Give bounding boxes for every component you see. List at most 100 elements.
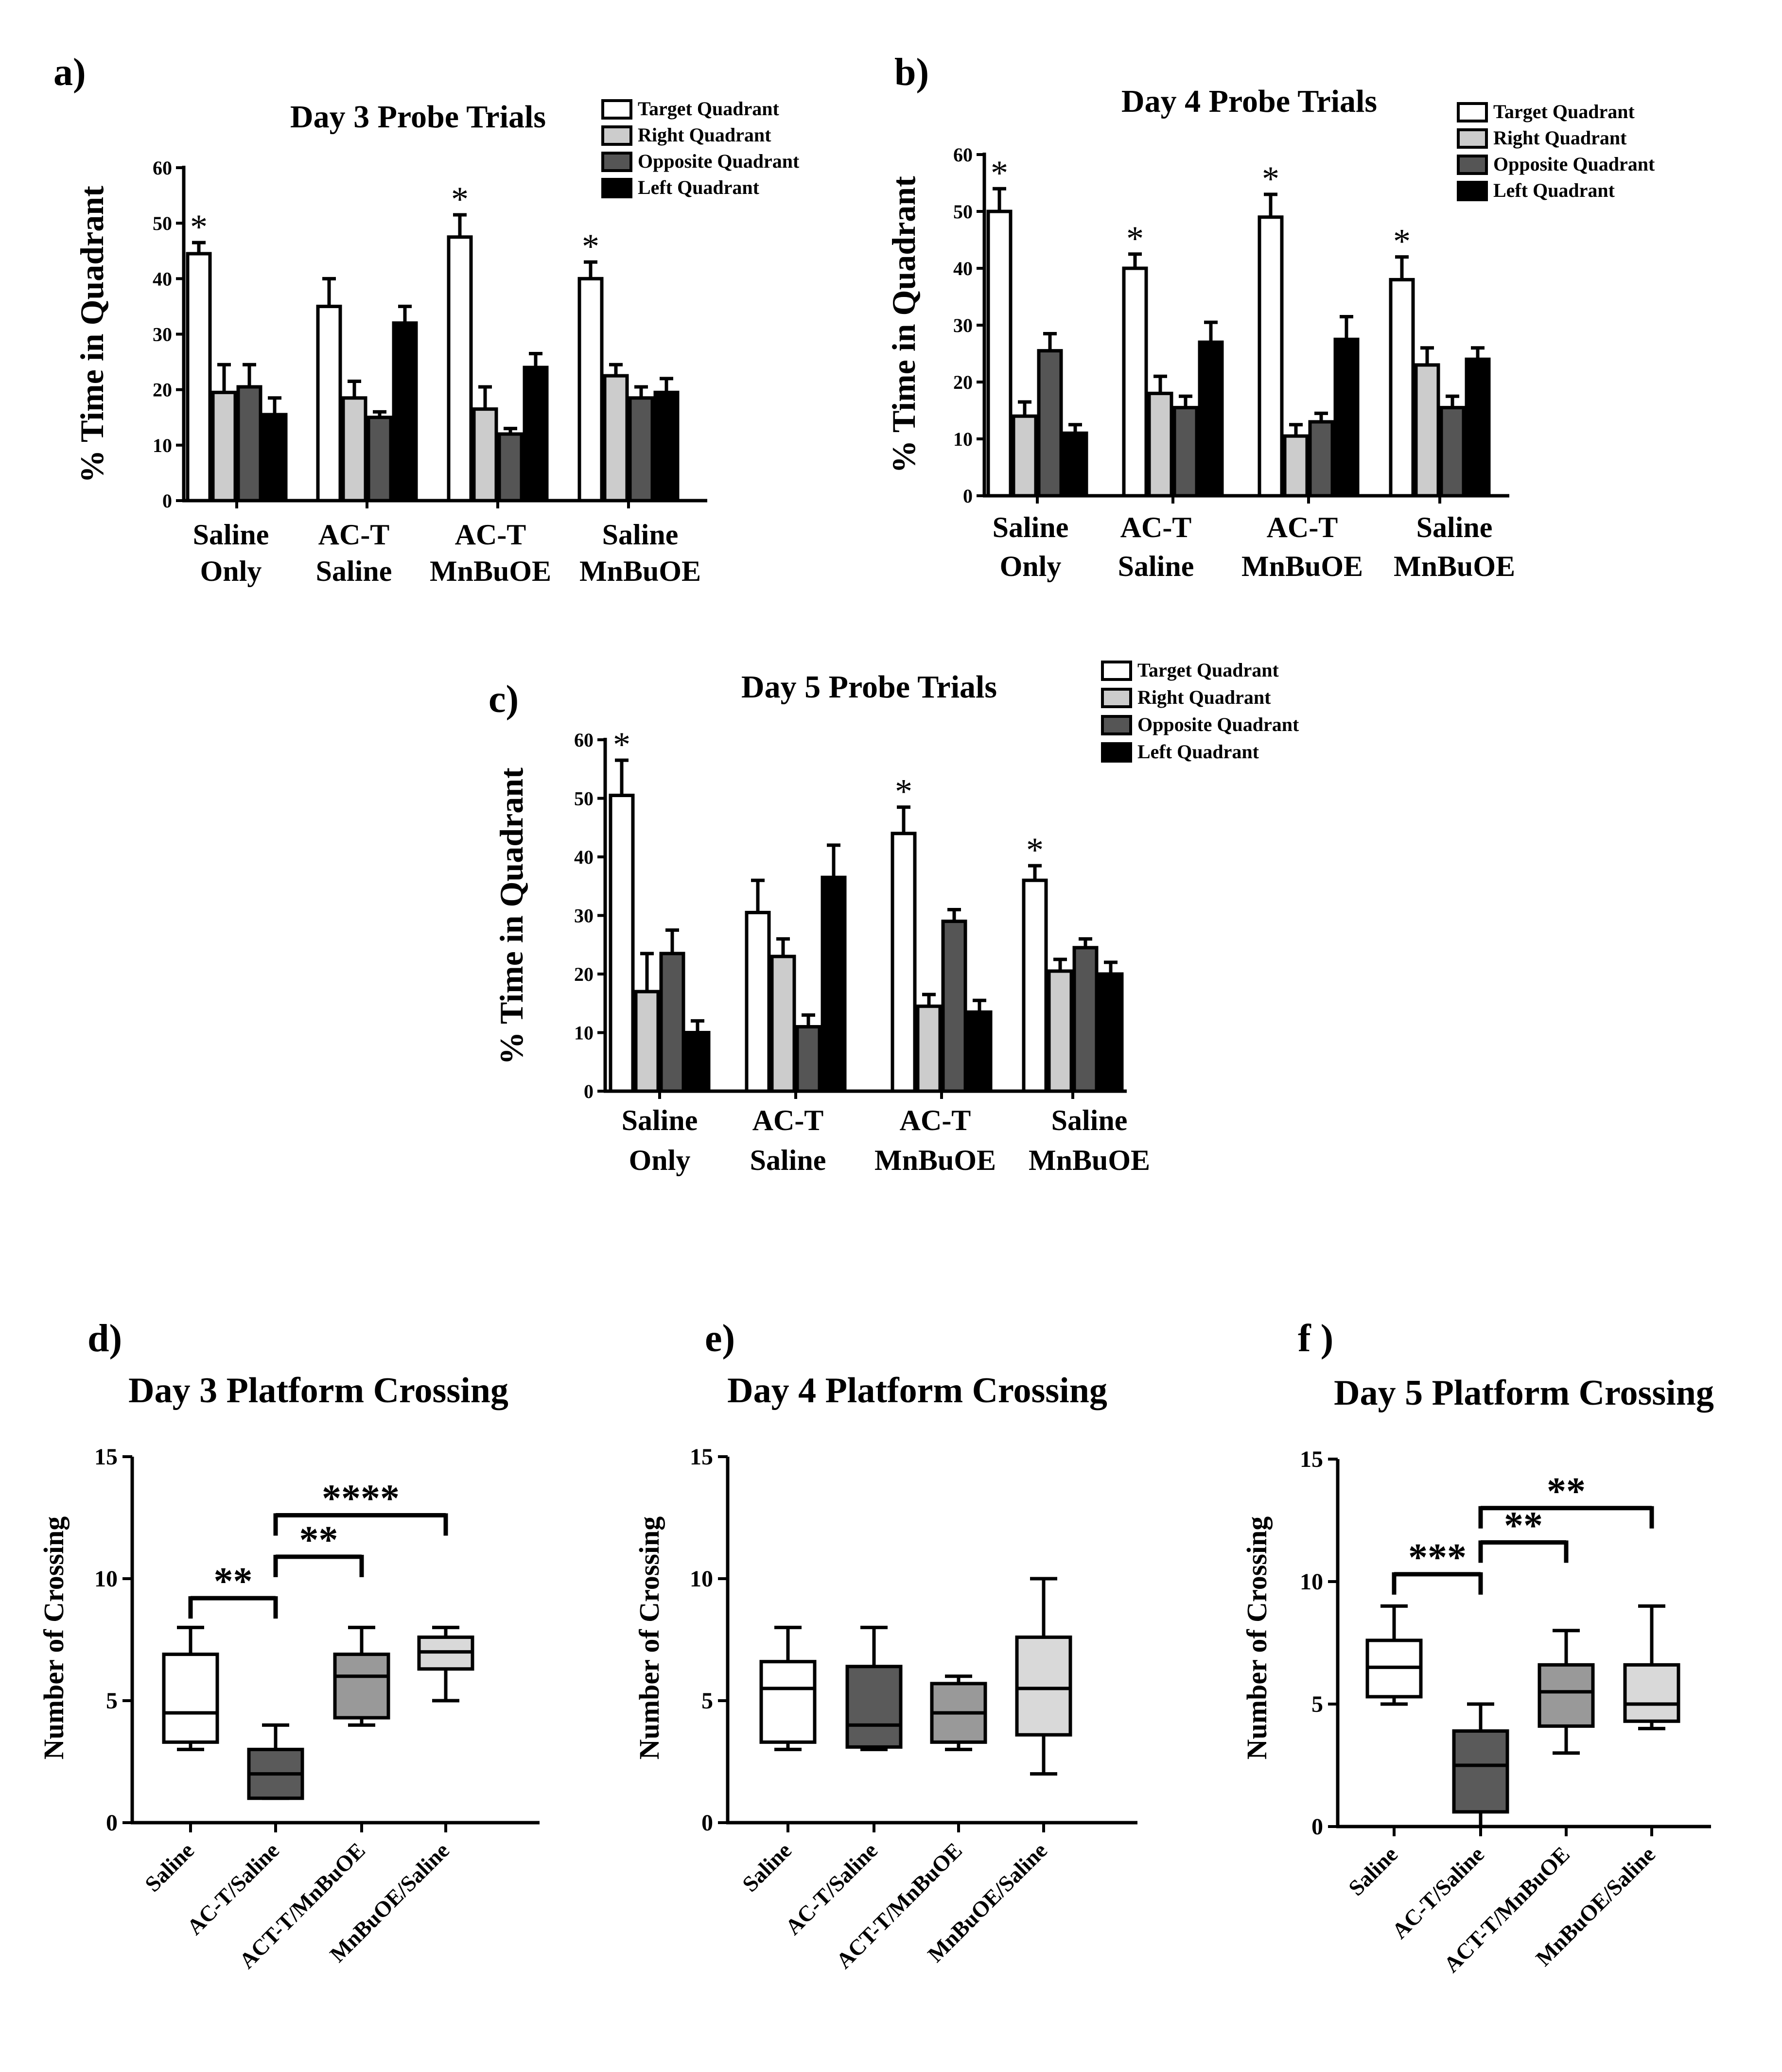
category-label: Saline — [602, 519, 679, 551]
box — [1537, 1663, 1595, 1728]
y-axis-label: Number of Crossing — [633, 1516, 665, 1760]
y-tick-label: 15 — [1300, 1446, 1323, 1472]
bar — [1283, 434, 1309, 498]
category-label: Only — [200, 555, 262, 587]
y-tick-label: 50 — [953, 201, 973, 223]
category-label: Saline — [140, 1838, 199, 1897]
bar — [745, 910, 771, 1093]
bar — [891, 832, 917, 1093]
legend-swatch — [601, 125, 632, 146]
category-label: MnBuOE — [1029, 1144, 1150, 1176]
y-tick-label: 40 — [574, 846, 594, 868]
category-label: AC-T — [1267, 511, 1338, 543]
bar — [1465, 357, 1491, 498]
bar — [1308, 420, 1334, 498]
panel-letter: e) — [705, 1317, 735, 1360]
y-tick-label: 0 — [106, 1810, 118, 1836]
bar — [1389, 278, 1415, 498]
bar — [341, 396, 367, 503]
significance-label: **** — [322, 1477, 400, 1520]
bar — [1047, 969, 1073, 1093]
y-tick-label: 60 — [153, 157, 172, 179]
bar — [392, 321, 418, 503]
bar — [941, 920, 967, 1093]
y-tick-label: 10 — [94, 1566, 118, 1592]
significance-label: ** — [299, 1519, 338, 1562]
significance-label: ** — [214, 1560, 253, 1603]
bar — [186, 252, 212, 503]
bar — [1037, 349, 1063, 498]
bar — [634, 990, 660, 1093]
significance-star: * — [451, 180, 469, 219]
y-axis-label: % Time in Quadrant — [885, 176, 922, 473]
y-tick-label: 10 — [690, 1566, 713, 1592]
category-label: AC-T — [1120, 511, 1192, 543]
y-tick-label: 30 — [574, 905, 594, 927]
legend-label: Target Quadrant — [1137, 659, 1279, 681]
panel-letter: c) — [489, 678, 519, 721]
y-tick-label: 10 — [574, 1022, 594, 1044]
box — [333, 1653, 390, 1720]
bar-chart-0: a) Day 3 Probe Trials % Time in Quadrant 0 1… — [53, 51, 800, 587]
category-label: Saline — [1051, 1104, 1128, 1136]
bar — [1062, 431, 1088, 498]
significance-label: *** — [1408, 1536, 1467, 1579]
bar — [1439, 406, 1466, 498]
category-label: Saline — [993, 511, 1069, 543]
y-tick-label: 10 — [1300, 1569, 1323, 1595]
category-label: Only — [629, 1144, 691, 1176]
legend-swatch — [1101, 715, 1132, 735]
significance-star: * — [1126, 219, 1144, 258]
bar — [603, 374, 629, 503]
bar — [1122, 266, 1148, 498]
legend-label: Left Quadrant — [1137, 741, 1259, 763]
bar — [523, 366, 549, 503]
category-label: Saline — [622, 1104, 698, 1136]
legend-label: Left Quadrant — [638, 176, 760, 198]
category-label: Saline — [750, 1144, 826, 1176]
category-label: AC-T — [455, 519, 526, 551]
bar — [262, 413, 288, 503]
bar — [653, 390, 680, 503]
category-label: MnBuOE — [1241, 550, 1363, 582]
legend-swatch — [1101, 688, 1132, 708]
box — [1452, 1729, 1509, 1814]
bar — [497, 432, 524, 503]
y-tick-label: 40 — [153, 268, 172, 290]
y-tick-label: 20 — [953, 371, 973, 393]
y-tick-label: 5 — [701, 1688, 713, 1714]
bar — [367, 416, 393, 503]
y-axis-label: % Time in Quadrant — [73, 186, 110, 483]
y-tick-label: 30 — [953, 314, 973, 336]
legend-label: Target Quadrant — [1493, 101, 1635, 122]
legend-label: Right Quadrant — [638, 124, 771, 146]
box — [1015, 1635, 1072, 1737]
legend-label: Opposite Quadrant — [1137, 714, 1299, 735]
bar — [659, 952, 685, 1093]
category-label: AC-T — [900, 1104, 971, 1136]
y-tick-label: 15 — [94, 1444, 118, 1470]
bar — [1022, 878, 1048, 1093]
bar — [236, 385, 262, 503]
box — [845, 1665, 903, 1749]
significance-star: * — [190, 208, 208, 246]
y-tick-label: 60 — [953, 144, 973, 166]
bar-chart-2: c) Day 5 Probe Trials % Time in Quadrant 0 1… — [489, 659, 1299, 1176]
bar — [1333, 337, 1360, 498]
legend-swatch — [1457, 155, 1488, 175]
significance-label: ** — [1547, 1470, 1586, 1513]
bar — [986, 209, 1013, 498]
category-label: Saline — [737, 1838, 796, 1897]
significance-star: * — [1393, 222, 1411, 261]
y-tick-label: 15 — [690, 1444, 713, 1470]
bar — [1012, 414, 1038, 498]
y-tick-label: 40 — [953, 258, 973, 279]
y-axis-label: % Time in Quadrant — [493, 767, 530, 1065]
bar — [1258, 215, 1284, 498]
category-label: MnBuOE — [874, 1144, 996, 1176]
bar — [1072, 946, 1099, 1093]
chart-title: Day 3 Platform Crossing — [128, 1371, 508, 1410]
bar — [916, 1004, 942, 1093]
bar — [966, 1010, 993, 1093]
